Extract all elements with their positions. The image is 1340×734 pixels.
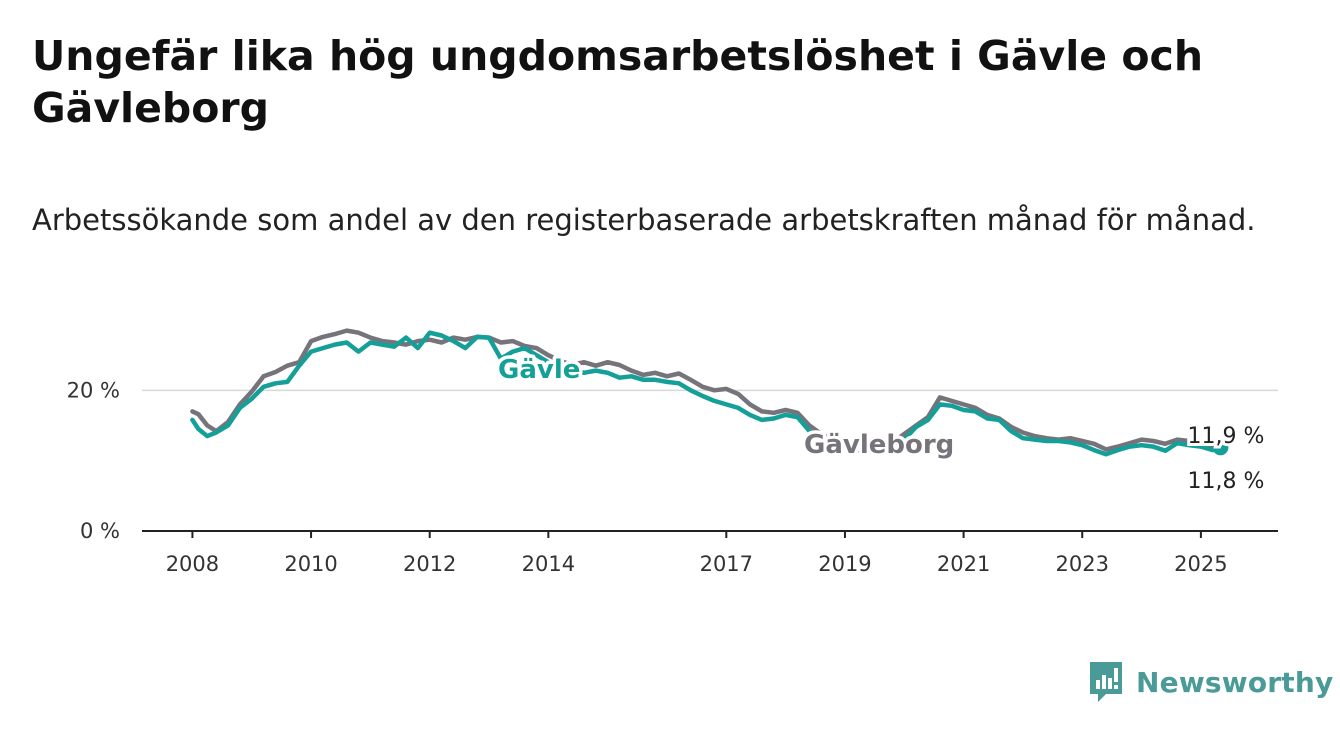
series-line-gävleborg: [190, 328, 1223, 452]
x-tick-label: 2021: [937, 552, 990, 576]
x-tick-label: 2025: [1174, 552, 1227, 576]
end-value-gavleborg: 11,8 %: [1188, 469, 1265, 494]
x-tick-label: 2017: [700, 552, 753, 576]
end-value-gavle: 11,9 %: [1188, 424, 1265, 449]
x-tick-label: 2010: [284, 552, 337, 576]
x-tick-label: 2012: [403, 552, 456, 576]
x-tick-label: 2023: [1056, 552, 1109, 576]
series-group: [190, 328, 1223, 457]
x-tick-label: 2014: [522, 552, 575, 576]
y-tick-label: 20 %: [67, 378, 120, 402]
line-chart: 0 % 20 % 2008 2010 2012 2014 2017 2019 2021 2023 2…: [67, 328, 1278, 576]
axes: 0 % 20 % 2008 2010 2012 2014 2017 2019 2021 2023 2…: [67, 378, 1278, 576]
newsworthy-logo[interactable]: Newsworthy: [1088, 660, 1333, 704]
x-tick-label: 2008: [166, 552, 219, 576]
labels-group: Gävle Gävleborg 11,9 % 11,8 %: [495, 352, 1268, 498]
newsworthy-logo-icon: [1090, 662, 1122, 702]
series-line-gävle: [190, 330, 1223, 457]
y-tick-label: 0 %: [80, 519, 120, 543]
chart-subtitle: Arbetssökande som andel av den registerb…: [32, 203, 1256, 237]
logo-text: Newsworthy: [1136, 665, 1334, 699]
series-label-gavleborg: Gävleborg: [804, 430, 954, 460]
series-label-gavle: Gävle: [498, 355, 580, 385]
chart-title: Ungefär lika hög ungdomsarbetslöshet i G…: [32, 32, 1204, 132]
end-point-gavle: [1212, 439, 1229, 456]
x-tick-label: 2019: [818, 552, 871, 576]
